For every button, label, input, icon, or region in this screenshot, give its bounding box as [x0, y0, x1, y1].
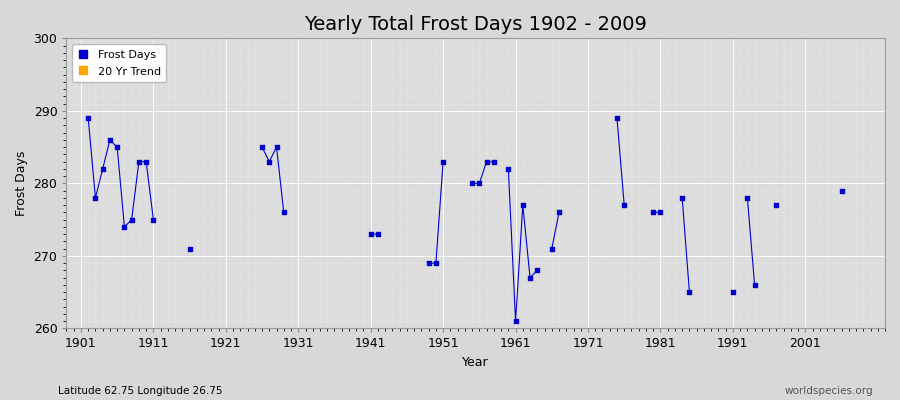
Frost Days [554, 210, 564, 215]
Point [472, 180, 487, 186]
Point [88, 195, 103, 201]
Frost Days [83, 116, 94, 120]
Frost Days [423, 261, 434, 266]
Point [465, 180, 480, 186]
Point [81, 115, 95, 121]
Point [834, 188, 849, 194]
Title: Yearly Total Frost Days 1902 - 2009: Yearly Total Frost Days 1902 - 2009 [304, 15, 647, 34]
Line: Frost Days: Frost Days [88, 118, 842, 321]
Point [675, 195, 689, 201]
Point [747, 282, 761, 288]
Point [436, 158, 450, 165]
Point [516, 202, 530, 208]
Point [544, 246, 559, 252]
Point [508, 318, 523, 324]
Point [139, 158, 153, 165]
Point [421, 260, 436, 266]
Point [617, 202, 632, 208]
Point [269, 144, 284, 150]
Point [725, 289, 740, 295]
Point [530, 267, 544, 274]
Point [183, 246, 197, 252]
Point [255, 144, 269, 150]
Frost Days [655, 210, 666, 215]
Point [653, 209, 668, 216]
Frost Days [90, 196, 101, 200]
Y-axis label: Frost Days: Frost Days [15, 151, 28, 216]
Point [682, 289, 697, 295]
Point [364, 231, 378, 237]
Point [487, 158, 501, 165]
X-axis label: Year: Year [463, 356, 489, 369]
Point [103, 137, 117, 143]
Point [146, 216, 160, 223]
Frost Days [836, 188, 847, 193]
Point [95, 166, 110, 172]
Frost Days [518, 203, 528, 208]
Point [552, 209, 566, 216]
Point [262, 158, 276, 165]
Text: worldspecies.org: worldspecies.org [785, 386, 873, 396]
Point [523, 274, 537, 281]
Point [770, 202, 784, 208]
Point [131, 158, 146, 165]
Point [428, 260, 443, 266]
Point [646, 209, 661, 216]
Legend: Frost Days, 20 Yr Trend: Frost Days, 20 Yr Trend [72, 44, 166, 82]
Point [110, 144, 124, 150]
Point [117, 224, 131, 230]
Text: Latitude 62.75 Longitude 26.75: Latitude 62.75 Longitude 26.75 [58, 386, 223, 396]
Point [371, 231, 385, 237]
Point [480, 158, 494, 165]
Point [740, 195, 754, 201]
Point [610, 115, 625, 121]
Point [276, 209, 291, 216]
Point [124, 216, 139, 223]
Point [501, 166, 516, 172]
